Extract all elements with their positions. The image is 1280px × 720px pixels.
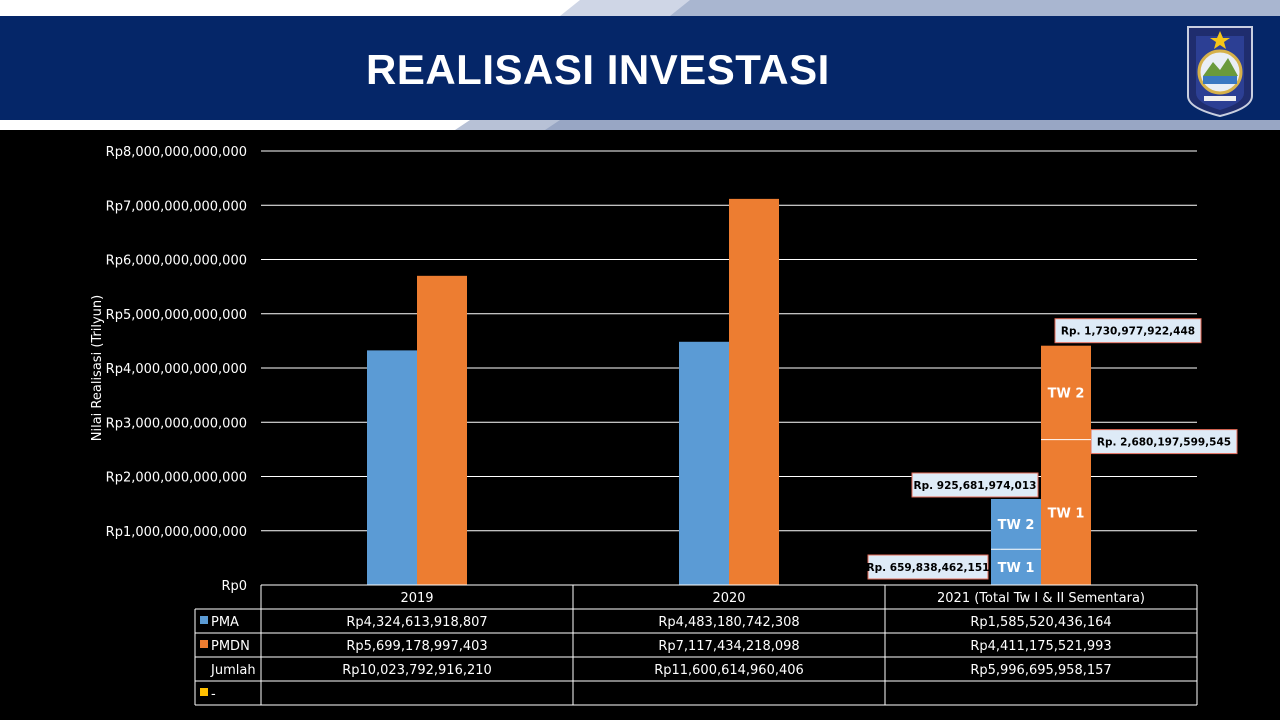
table-cell: Rp5,699,178,997,403 [346, 639, 487, 654]
segment-label: TW 1 [1048, 506, 1085, 521]
table-cell: Rp4,411,175,521,993 [970, 639, 1111, 654]
row-label: PMA [211, 615, 239, 630]
value-callout: Rp. 1,730,977,922,448 [1054, 318, 1202, 344]
x-category-label: 2020 [712, 591, 745, 606]
table-cell: Rp11,600,614,960,406 [654, 663, 804, 678]
y-tick-label: Rp0 [221, 579, 247, 594]
table-cell: Rp10,023,792,916,210 [342, 663, 492, 678]
bar-pma-tw2 [991, 498, 1041, 550]
y-tick-label: Rp6,000,000,000,000 [106, 254, 247, 269]
value-callout: Rp. 2,680,197,599,545 [1090, 429, 1238, 455]
svg-text:Rp. 925,681,974,013: Rp. 925,681,974,013 [914, 480, 1037, 492]
row-label: Jumlah [210, 663, 256, 678]
table-row: Jumlah Rp10,023,792,916,210 Rp11,600,614,9… [210, 663, 1112, 678]
header-banner [0, 0, 1280, 130]
investment-chart: Rp0 Rp1,000,000,000,000 Rp2,000,000,000,00… [90, 145, 1238, 706]
svg-text:Rp. 2,680,197,599,545: Rp. 2,680,197,599,545 [1097, 437, 1231, 449]
svg-text:Rp. 659,838,462,151: Rp. 659,838,462,151 [867, 562, 990, 574]
y-tick-label: Rp2,000,000,000,000 [106, 471, 247, 486]
y-axis-label: Nilai Realisasi (Trilyun) [90, 295, 105, 441]
bar-pma [679, 341, 729, 585]
y-tick-label: Rp3,000,000,000,000 [106, 416, 247, 431]
title-bar [0, 16, 1280, 120]
row-label: PMDN [211, 639, 250, 654]
svg-text:Rp. 1,730,977,922,448: Rp. 1,730,977,922,448 [1061, 326, 1195, 338]
table-cell: Rp4,324,613,918,807 [346, 615, 487, 630]
table-cell: Rp4,483,180,742,308 [658, 615, 799, 630]
segment-label: TW 1 [998, 561, 1035, 576]
row-label: - [211, 687, 216, 702]
legend-swatch [200, 640, 208, 648]
bar-pma [367, 350, 417, 585]
table-cell: Rp7,117,434,218,098 [658, 639, 799, 654]
x-category-label: 2019 [400, 591, 433, 606]
emblem-logo [1187, 26, 1253, 118]
segment-label: TW 2 [1048, 387, 1085, 402]
table-header-row: 2019 2020 2021 (Total Tw I & II Sementara) [400, 591, 1145, 606]
y-tick-label: Rp1,000,000,000,000 [106, 525, 247, 540]
y-tick-label: Rp5,000,000,000,000 [106, 308, 247, 323]
y-tick-label: Rp4,000,000,000,000 [106, 362, 247, 377]
bar-pma-tw1 [991, 549, 1041, 585]
y-tick-label: Rp8,000,000,000,000 [106, 145, 247, 160]
bar-pmdn-tw1 [1041, 439, 1091, 585]
table-cell: Rp1,585,520,436,164 [970, 615, 1111, 630]
page-title: REALISASI INVESTASI [366, 46, 830, 93]
x-category-label: 2021 (Total Tw I & II Sementara) [937, 591, 1145, 606]
legend-swatch [200, 688, 208, 696]
table-cell: Rp5,996,695,958,157 [970, 663, 1111, 678]
legend-swatch [200, 616, 208, 624]
bar-pmdn [417, 275, 467, 585]
segment-label: TW 2 [998, 518, 1035, 533]
value-callout: Rp. 925,681,974,013 [911, 472, 1039, 498]
table-row: - [200, 687, 216, 702]
bar-pmdn [729, 198, 779, 585]
table-row: PMA Rp4,324,613,918,807 Rp4,483,180,742,30… [200, 615, 1112, 630]
value-callout: Rp. 659,838,462,151 [867, 554, 990, 580]
bar-pmdn-tw2 [1041, 345, 1091, 440]
y-tick-label: Rp7,000,000,000,000 [106, 199, 247, 214]
table-row: PMDN Rp5,699,178,997,403 Rp7,117,434,218,0… [200, 639, 1112, 654]
